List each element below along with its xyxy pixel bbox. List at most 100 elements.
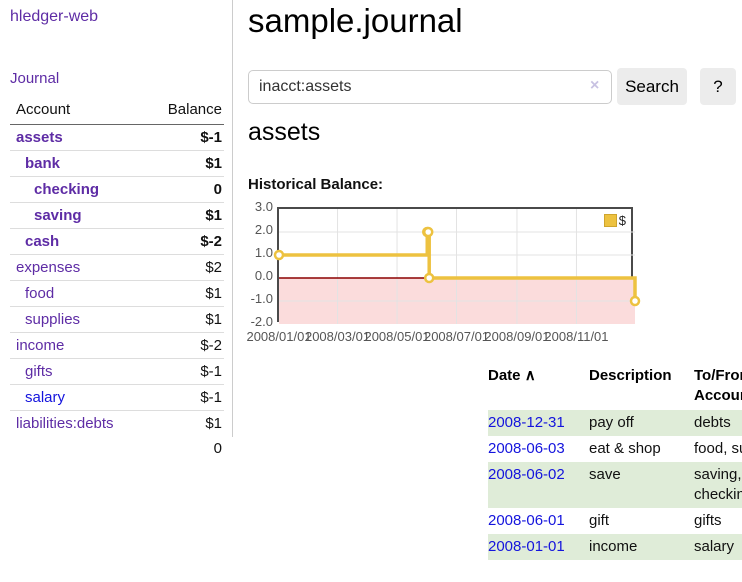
register-accounts: debts [694, 414, 731, 431]
help-button[interactable]: ? [700, 68, 736, 105]
account-row: gifts $-1 [10, 358, 224, 385]
register-description: pay off [589, 414, 634, 431]
account-name-cell: liabilities:debts [10, 410, 145, 436]
account-balance: $1 [144, 280, 224, 307]
accounts-total-spacer [10, 436, 145, 461]
y-axis-tick-label: 1.0 [254, 245, 273, 260]
x-axis-tick-label: 2008/11/01 [544, 329, 609, 344]
transaction-date-link[interactable]: 2008-06-02 [488, 466, 565, 483]
sidebar: hledger-web Journal Account Balance asse… [0, 0, 233, 457]
account-link[interactable]: gifts [25, 363, 53, 380]
account-balance: $-2 [144, 332, 224, 359]
clear-search-icon[interactable]: × [590, 77, 600, 94]
y-axis-tick-label: 0.0 [254, 268, 273, 283]
transaction-date-link[interactable]: 2008-06-01 [488, 512, 565, 529]
account-name-cell: income [10, 332, 145, 359]
register-description: gift [589, 512, 610, 529]
account-row: income $-2 [10, 332, 224, 359]
search-button[interactable]: Search [617, 68, 687, 105]
chart-title: Historical Balance: [248, 176, 384, 193]
y-axis-tick-label: -2.0 [250, 314, 273, 329]
x-axis-tick-label: 2008/05/01 [364, 329, 430, 344]
y-axis-tick-label: -1.0 [250, 291, 273, 306]
account-balance: $1 [144, 306, 224, 333]
register-date-cell: 2008-01-01 [488, 534, 585, 560]
account-row: supplies $1 [10, 306, 224, 333]
balance-chart: $ 3.0 2.0 1.0 0.0 -1.0 -2.0 2008/01/01 2008/03/… [240, 199, 742, 350]
transaction-date-link[interactable]: 2008-06-03 [488, 440, 565, 457]
sidebar-item-journal[interactable]: Journal [10, 70, 60, 87]
accounts-table: Account Balance assets $-1 bank $1 checking 0… [10, 98, 224, 461]
register-date-cell: 2008-06-02 [488, 462, 585, 508]
account-column-header: Account [10, 98, 145, 125]
accounts-total-value: 0 [213, 440, 222, 457]
date-header-label: Date [488, 367, 521, 384]
register-description: income [589, 538, 638, 555]
account-row: assets $-1 [10, 125, 224, 151]
register-accounts: saving, checking [694, 466, 742, 503]
account-row: bank $1 [10, 150, 224, 177]
accounts-total-row: 0 [10, 436, 224, 461]
account-link[interactable]: salary [25, 389, 66, 406]
transaction-date-link[interactable]: 2008-12-31 [488, 414, 565, 431]
account-link[interactable]: supplies [25, 311, 81, 328]
data-point [423, 272, 435, 284]
account-row: checking 0 [10, 176, 224, 203]
account-balance: $2 [144, 254, 224, 281]
account-row: salary $-1 [10, 384, 224, 411]
account-name-cell: assets [10, 125, 145, 151]
account-link[interactable]: food [25, 285, 55, 302]
register-date-cell: 2008-06-01 [488, 508, 585, 534]
accounts-table-header: Account Balance [10, 98, 224, 125]
account-name-cell: expenses [10, 254, 145, 281]
account-name-cell: supplies [10, 306, 145, 333]
y-axis-tick-label: 3.0 [254, 199, 273, 214]
account-balance: $-1 [200, 129, 222, 146]
account-name-cell: salary [10, 384, 145, 411]
account-row: saving $1 [10, 202, 224, 229]
account-link[interactable]: liabilities:debts [16, 415, 114, 432]
register-description: save [589, 466, 621, 483]
account-link[interactable]: cash [25, 233, 60, 250]
x-axis-tick-label: 2008/07/01 [423, 329, 490, 344]
legend-swatch-icon [603, 214, 617, 227]
account-row: food $1 [10, 280, 224, 307]
account-name-cell: gifts [10, 358, 145, 385]
account-link[interactable]: saving [34, 207, 82, 224]
account-balance: $1 [144, 150, 224, 177]
register-accounts: food, supplies [694, 440, 742, 457]
account-link[interactable]: checking [34, 181, 100, 198]
account-balance: $-1 [144, 384, 224, 411]
y-axis-tick-label: 2.0 [254, 222, 273, 237]
account-link[interactable]: expenses [16, 259, 81, 276]
transaction-date-link[interactable]: 2008-01-01 [488, 538, 565, 555]
register-accounts: gifts [694, 512, 722, 529]
register-date-cell: 2008-06-03 [488, 436, 585, 462]
account-name-cell: cash [10, 228, 145, 255]
register-date-cell: 2008-12-31 [488, 410, 585, 436]
account-name-cell: checking [10, 176, 145, 203]
sort-ascending-icon: ∧ [524, 367, 536, 384]
account-row: liabilities:debts $1 [10, 410, 224, 436]
data-point [273, 249, 285, 261]
account-balance: $-1 [144, 358, 224, 385]
legend-label: $ [618, 213, 626, 228]
search-input[interactable] [248, 70, 612, 104]
register-header-accounts: To/From Account(s) [694, 367, 742, 404]
account-link[interactable]: income [16, 337, 65, 354]
balance-column-header: Balance [144, 98, 224, 125]
account-row: expenses $2 [10, 254, 224, 281]
account-balance: $1 [144, 202, 224, 229]
account-heading: assets [248, 118, 321, 146]
register-description: eat & shop [589, 440, 661, 457]
account-balance: $-2 [144, 228, 224, 255]
main-content: sample.journal × Search ? assets Histori… [240, 0, 742, 582]
x-axis-tick-label: 2008/03/01 [304, 329, 371, 344]
account-link[interactable]: assets [16, 129, 63, 146]
account-link[interactable]: bank [25, 155, 61, 172]
chart-canvas [273, 209, 641, 324]
app-brand-link[interactable]: hledger-web [10, 8, 99, 25]
